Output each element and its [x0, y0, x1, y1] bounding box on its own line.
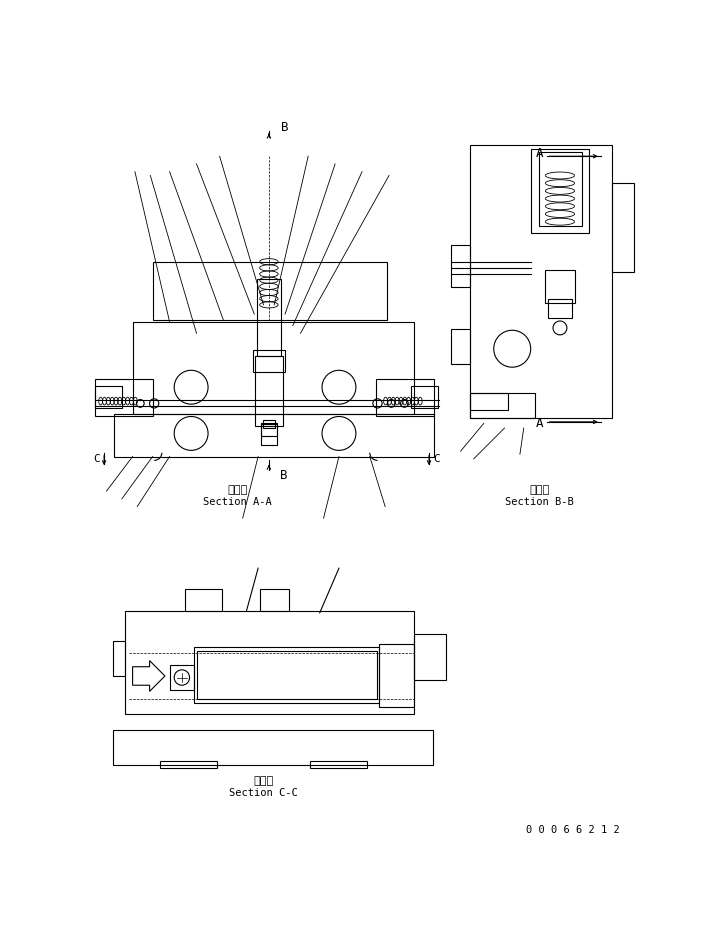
Text: C: C — [433, 454, 440, 464]
Bar — [263, 420, 275, 428]
Bar — [152, 263, 388, 320]
Bar — [545, 270, 574, 303]
Bar — [253, 350, 285, 372]
Bar — [160, 761, 217, 769]
Bar — [95, 386, 122, 408]
Text: Section C-C: Section C-C — [229, 788, 298, 798]
Bar — [379, 643, 414, 707]
Bar — [133, 322, 414, 414]
Bar — [470, 144, 612, 418]
Bar — [451, 329, 470, 364]
Bar — [255, 357, 282, 426]
Bar — [114, 414, 433, 456]
Bar — [113, 642, 125, 676]
Text: Section B-B: Section B-B — [505, 497, 574, 507]
Bar — [539, 153, 582, 226]
Bar — [185, 589, 222, 610]
Bar — [451, 245, 470, 288]
Bar — [376, 379, 433, 416]
Bar — [531, 149, 590, 233]
Text: A: A — [535, 147, 543, 160]
Bar — [612, 183, 634, 271]
Bar — [547, 300, 572, 318]
Text: 断　面: 断 面 — [253, 775, 274, 786]
Text: B: B — [280, 469, 287, 482]
Text: A: A — [535, 417, 543, 430]
Bar — [411, 386, 438, 408]
Bar — [260, 589, 289, 610]
Bar — [197, 651, 377, 699]
Bar — [113, 730, 433, 765]
Text: B: B — [281, 121, 289, 134]
Bar — [261, 423, 277, 445]
Text: 断　面: 断 面 — [529, 485, 550, 494]
Bar — [414, 634, 446, 679]
Bar — [256, 279, 281, 357]
Bar — [95, 379, 152, 416]
Text: 0 0 0 6 6 2 1 2: 0 0 0 6 6 2 1 2 — [526, 826, 620, 835]
Text: C: C — [93, 454, 99, 464]
Bar — [261, 424, 277, 436]
Bar — [310, 761, 367, 769]
Bar — [170, 665, 194, 690]
Text: Section A-A: Section A-A — [203, 497, 272, 507]
Bar — [125, 610, 414, 715]
Bar — [194, 647, 379, 703]
Bar — [470, 394, 535, 418]
Bar — [470, 394, 508, 410]
Text: 断　面: 断 面 — [227, 485, 248, 494]
